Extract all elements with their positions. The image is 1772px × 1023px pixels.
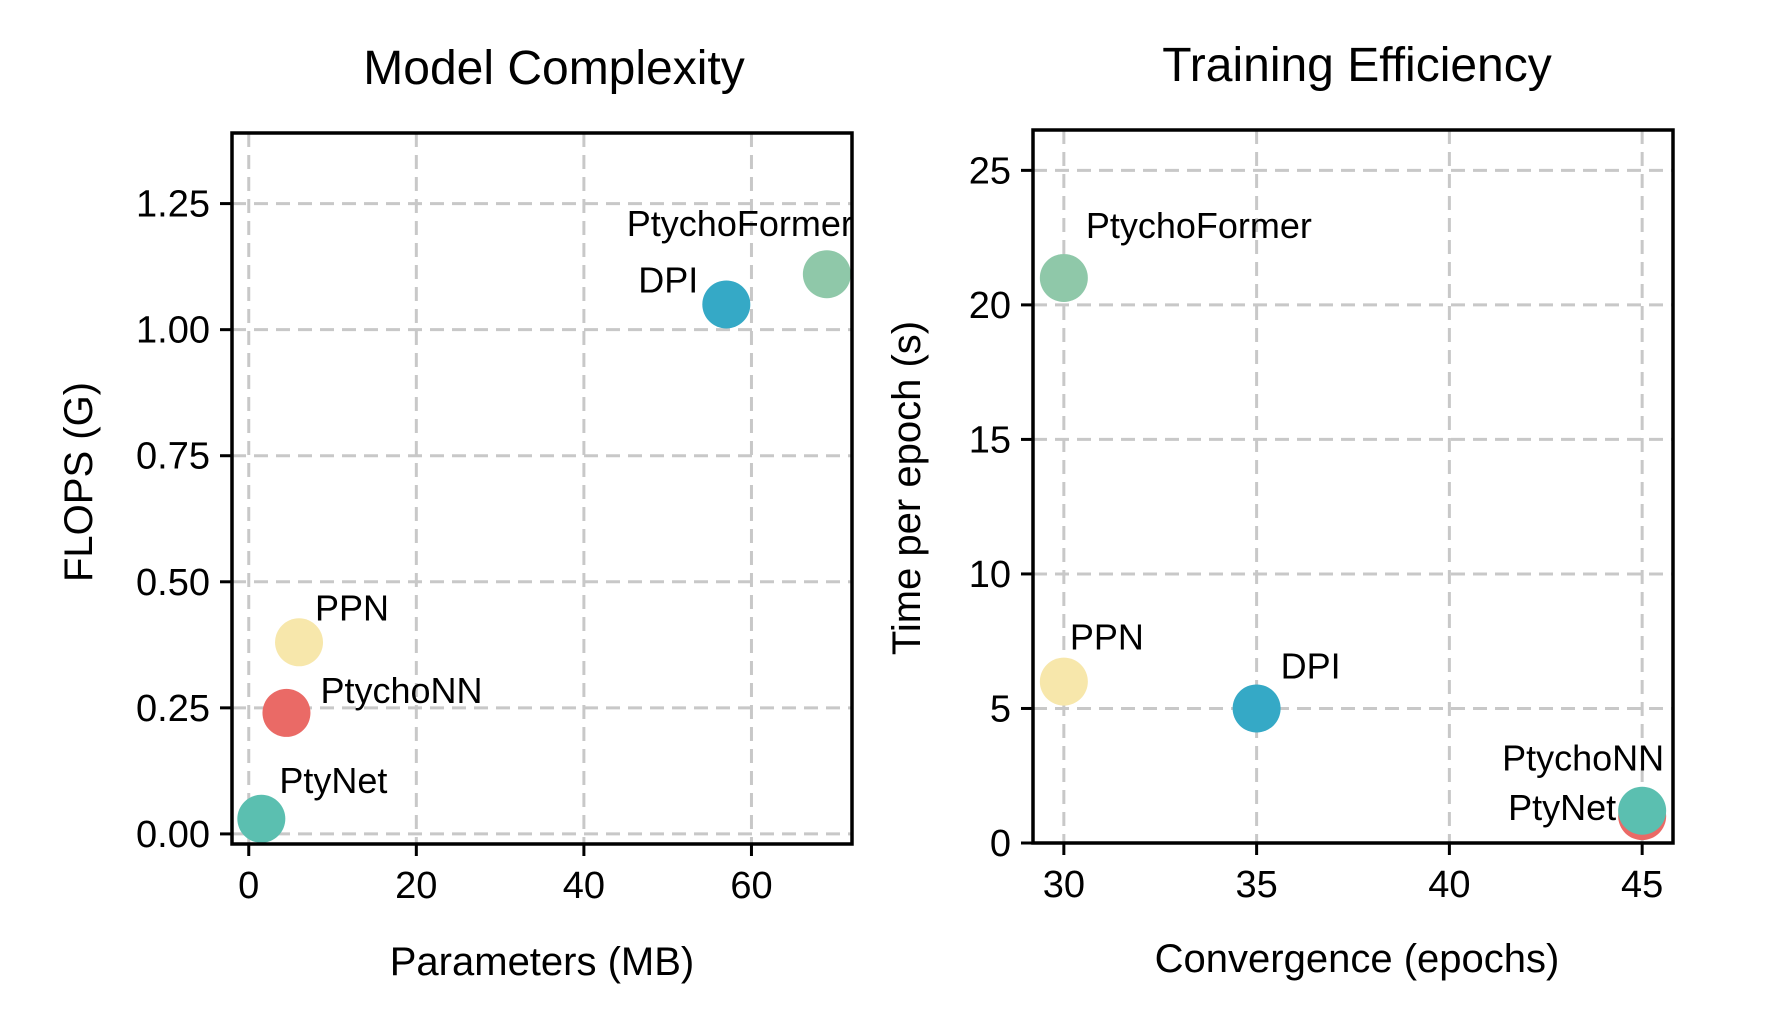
point-dpi [702, 280, 751, 329]
x-tick-label: 0 [238, 865, 259, 907]
point-ptynet [237, 794, 286, 843]
y-tick-label: 10 [969, 554, 1011, 596]
point-ptychonn [262, 688, 311, 737]
point-ptychoformer [802, 250, 851, 299]
point-label-ppn: PPN [315, 587, 389, 628]
y-tick-label: 0.00 [136, 814, 210, 856]
y-axis-label: FLOPS (G) [57, 382, 101, 582]
y-tick-label: 0 [990, 823, 1011, 865]
x-tick-label: 45 [1621, 864, 1663, 906]
y-tick-label: 1.00 [136, 310, 210, 352]
y-axis-label: Time per epoch (s) [885, 321, 929, 655]
x-tick-label: 35 [1235, 864, 1277, 906]
point-ppn [275, 618, 324, 667]
model-complexity-panel: Model Complexity Parameters (MB) FLOPS (… [57, 42, 854, 984]
y-tick-label: 5 [990, 688, 1011, 730]
point-ptychonn [1618, 786, 1667, 835]
point-ppn [1039, 657, 1088, 706]
y-tick-label: 15 [969, 419, 1011, 461]
y-tick-label: 0.25 [136, 688, 210, 730]
x-axis-label: Convergence (epochs) [1155, 937, 1560, 981]
training-efficiency-panel: Training Efficiency Convergence (epochs)… [885, 39, 1675, 981]
point-dpi [1232, 684, 1281, 733]
chart-title: Training Efficiency [1162, 39, 1552, 92]
point-label-ptychonn: PtychoNN [320, 670, 482, 711]
plot-frame [1031, 128, 1675, 845]
point-label-dpi: DPI [1281, 645, 1341, 686]
y-tick-label: 0.50 [136, 562, 210, 604]
x-axis-label: Parameters (MB) [390, 940, 695, 984]
point-label-ptychoformer: PtychoFormer [1086, 205, 1312, 246]
chart-title: Model Complexity [363, 42, 744, 95]
y-tick-label: 0.75 [136, 436, 210, 478]
point-label-ptychoformer: PtychoFormer [627, 203, 853, 244]
x-tick-label: 40 [1428, 864, 1470, 906]
point-label-ptynet: PtyNet [279, 760, 387, 801]
point-label-ppn: PPN [1070, 617, 1144, 658]
point-label-ptynet: PtyNet [1508, 787, 1616, 828]
x-tick-label: 20 [395, 865, 437, 907]
plot-frame [230, 131, 854, 846]
x-tick-label: 30 [1043, 864, 1085, 906]
point-ptychoformer [1039, 253, 1088, 302]
point-label-ptychonn: PtychoNN [1502, 738, 1664, 779]
y-tick-label: 25 [969, 150, 1011, 192]
x-tick-label: 60 [730, 865, 772, 907]
point-label-dpi: DPI [638, 259, 698, 300]
y-tick-label: 20 [969, 285, 1011, 327]
y-tick-label: 1.25 [136, 184, 210, 226]
x-tick-label: 40 [563, 865, 605, 907]
